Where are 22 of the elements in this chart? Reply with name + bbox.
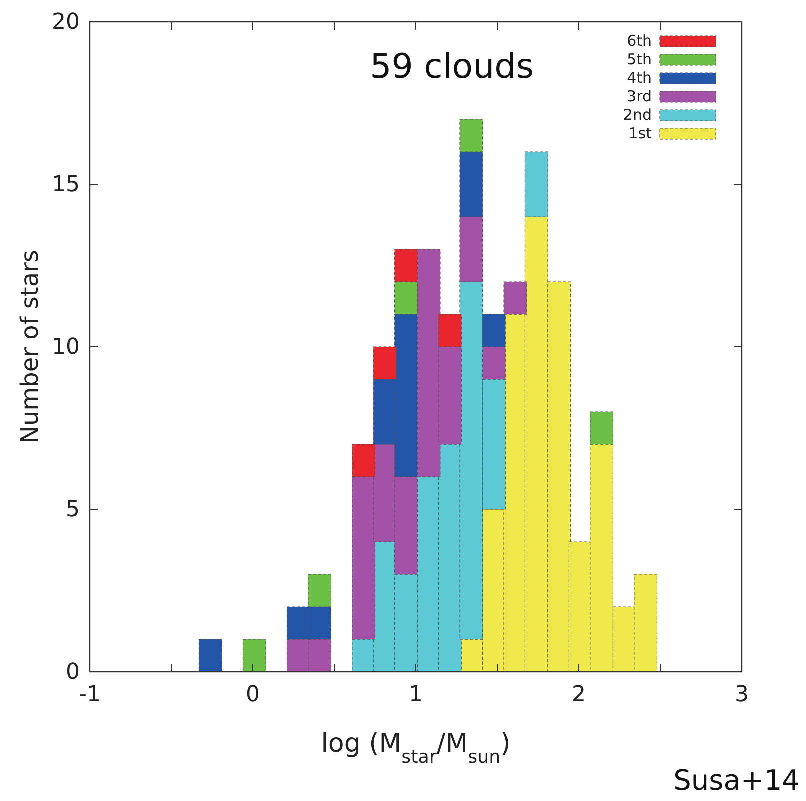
y-tick-label: 20 bbox=[52, 10, 80, 36]
y-tick-label: 10 bbox=[52, 335, 80, 360]
x-tick-label: 3 bbox=[735, 682, 749, 708]
legend-label: 1st bbox=[628, 124, 652, 142]
y-tick-label: 5 bbox=[66, 498, 80, 523]
legend-label: 4th bbox=[627, 69, 652, 87]
y-axis-title: Number of stars bbox=[16, 250, 44, 444]
x-axis-title: log (M$_{star}$/M$_{sun}$) bbox=[321, 729, 511, 768]
y-tick-label: 15 bbox=[52, 172, 80, 198]
annotation: 59 clouds bbox=[370, 47, 534, 87]
x-tick-label: 0 bbox=[246, 682, 260, 708]
x-tick-label: 2 bbox=[572, 682, 586, 708]
legend-label: 3rd bbox=[627, 88, 652, 106]
text: Susa+14 bbox=[674, 764, 800, 797]
legend-label: 5th bbox=[627, 50, 652, 68]
bar bbox=[242, 639, 266, 672]
legend-label: 2nd bbox=[623, 106, 652, 124]
y-tick-label: 0 bbox=[66, 660, 80, 686]
bar bbox=[198, 639, 222, 672]
x-tick-label: -1 bbox=[79, 682, 101, 708]
x-tick-label: 1 bbox=[409, 682, 423, 708]
legend-label: 6th bbox=[627, 32, 652, 50]
